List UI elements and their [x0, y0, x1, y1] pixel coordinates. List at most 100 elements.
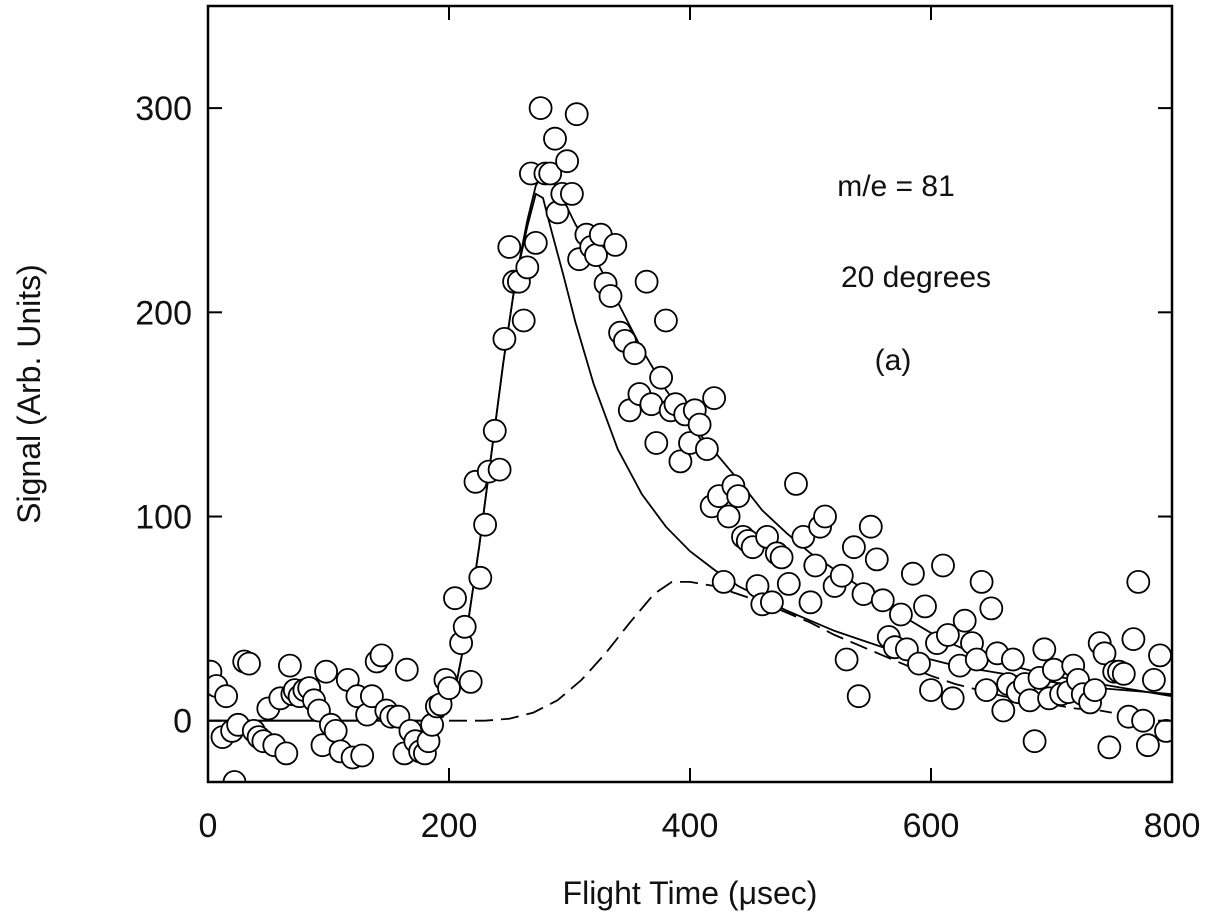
data-point: [214, 684, 239, 709]
data-point: [1083, 678, 1107, 702]
data-point: [1097, 735, 1122, 760]
data-point: [702, 386, 726, 411]
annotation-panel-label: (a): [875, 344, 912, 377]
data-point: [931, 553, 955, 578]
x-tick-label: 600: [903, 807, 960, 845]
y-tick-label: 0: [173, 703, 192, 741]
data-point: [458, 670, 483, 694]
data-point: [1126, 570, 1151, 594]
data-point: [555, 149, 579, 174]
data-point: [940, 686, 965, 711]
data-point: [803, 553, 828, 578]
data-point: [622, 341, 647, 366]
annotation-mass-ratio: m/e = 81: [837, 170, 955, 203]
data-point: [842, 535, 866, 560]
data-point: [864, 547, 889, 572]
data-point: [784, 471, 808, 496]
data-point: [711, 570, 736, 594]
data-point: [1136, 733, 1160, 758]
x-axis-label: Flight Time (μsec): [563, 875, 818, 911]
data-point: [482, 418, 507, 443]
data-point: [369, 643, 394, 668]
data-point: [889, 602, 913, 627]
annotation-angle: 20 degrees: [841, 261, 991, 294]
data-point: [1142, 668, 1166, 692]
data-point: [515, 255, 540, 280]
data-point: [564, 102, 589, 127]
series-layer: [208, 96, 1172, 782]
data-point: [649, 365, 673, 390]
data-point: [716, 504, 741, 529]
data-point: [969, 570, 994, 594]
data-point: [538, 161, 563, 186]
data-point: [974, 678, 999, 702]
data-point: [644, 431, 669, 455]
data-point: [468, 565, 493, 590]
ticks-layer: 0 200 400 600 800 0 100 200 300: [135, 6, 1200, 845]
data-point: [274, 741, 299, 766]
data-point: [359, 684, 384, 709]
data-point: [1022, 729, 1047, 754]
data-point: [237, 651, 261, 676]
data-point: [314, 659, 339, 684]
data-point: [858, 514, 883, 539]
data-point: [668, 449, 693, 474]
data-point: [492, 326, 517, 351]
data-point: [1042, 657, 1066, 682]
data-point: [277, 653, 302, 678]
data-point: [323, 719, 348, 743]
y-tick-label: 200: [135, 294, 192, 332]
data-point: [726, 484, 751, 509]
data-point: [846, 684, 871, 709]
data-point: [1111, 661, 1136, 686]
data-point: [829, 563, 854, 588]
data-point: [1092, 641, 1117, 666]
data-point: [560, 181, 584, 206]
y-axis-label: Signal (Arb. Units): [11, 264, 47, 524]
data-point: [523, 230, 548, 255]
y-tick-label: 300: [135, 90, 192, 128]
data-point: [1032, 637, 1057, 662]
data-point: [936, 623, 960, 647]
data-point: [695, 437, 719, 462]
data-point: [1148, 643, 1172, 668]
data-point: [394, 657, 419, 682]
data-point: [473, 512, 498, 537]
data-point: [952, 608, 977, 633]
data-point: [528, 96, 553, 120]
data-point: [1131, 708, 1155, 733]
data-point: [1154, 719, 1172, 743]
data-point: [443, 586, 467, 611]
data-point: [687, 412, 712, 437]
data-point: [654, 308, 678, 333]
data-point: [907, 651, 931, 676]
x-tick-label: 400: [662, 807, 719, 845]
data-point: [760, 590, 784, 615]
data-point: [437, 676, 461, 700]
data-point: [870, 588, 895, 613]
data-point: [913, 594, 937, 619]
data-point: [497, 235, 522, 259]
data-point: [798, 590, 823, 615]
data-point: [603, 232, 628, 257]
data-point: [834, 647, 859, 672]
data-point: [991, 698, 1016, 723]
data-point: [634, 269, 659, 294]
data-point: [598, 284, 623, 308]
data-point: [776, 572, 801, 596]
data-point: [1121, 627, 1146, 651]
x-tick-label: 200: [421, 807, 478, 845]
data-point: [1001, 647, 1025, 672]
x-tick-label: 0: [199, 807, 218, 845]
data-point: [350, 743, 375, 768]
plot-frame: [206, 4, 1174, 784]
data-point: [813, 504, 837, 529]
data-point: [979, 596, 1004, 621]
x-tick-label: 800: [1144, 807, 1201, 845]
data-point: [964, 647, 989, 672]
data-point: [452, 614, 477, 639]
data-point: [222, 770, 247, 782]
data-point: [901, 561, 925, 586]
data-point: [919, 678, 943, 702]
